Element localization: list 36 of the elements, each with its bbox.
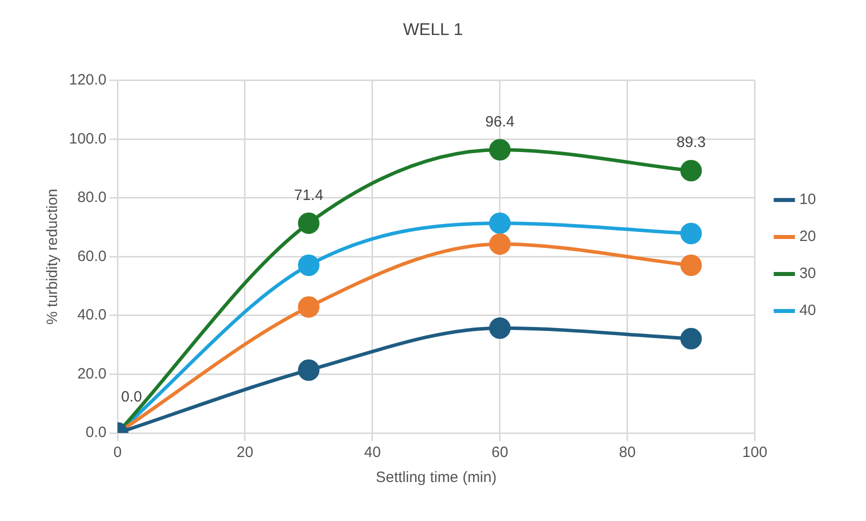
y-tick-label: 20.0: [77, 365, 107, 382]
y-tick-label: 80.0: [77, 189, 107, 206]
x-tick-label: 60: [492, 444, 508, 462]
point: [489, 317, 511, 339]
y-tick-label: 120.0: [68, 72, 107, 89]
point: [680, 222, 702, 244]
legend-label: 40: [799, 302, 816, 320]
data-label: 96.4: [485, 113, 515, 130]
data-label: 71.4: [294, 186, 324, 204]
x-tick-label: 80: [619, 444, 636, 462]
y-tick-label: 40.0: [77, 306, 107, 324]
point: [680, 160, 702, 182]
y-axis-title: % turbidity reduction: [44, 188, 62, 325]
y-tick-label: 60.0: [77, 248, 107, 265]
point: [489, 138, 511, 160]
x-tick-label: 0: [113, 444, 122, 462]
legend-label: 10: [799, 191, 816, 208]
x-tick-label: 100: [742, 444, 768, 462]
point: [298, 296, 320, 318]
point: [680, 328, 702, 350]
legend-label: 30: [799, 265, 816, 282]
point: [298, 359, 320, 381]
x-tick-label: 20: [236, 444, 254, 462]
x-axis-title: Settling time (min): [376, 469, 497, 486]
data-label: 89.3: [676, 134, 706, 152]
point: [298, 212, 320, 234]
legend-label: 20: [799, 228, 816, 246]
y-tick-label: 100.0: [68, 130, 107, 148]
point: [298, 254, 320, 276]
y-tick-label: 0.0: [86, 424, 107, 442]
point: [489, 233, 511, 255]
x-tick-label: 40: [364, 444, 381, 462]
point: [489, 212, 511, 234]
point: [680, 254, 702, 276]
data-label: 0.0: [121, 388, 142, 406]
chart-title: WELL 1: [403, 20, 463, 39]
